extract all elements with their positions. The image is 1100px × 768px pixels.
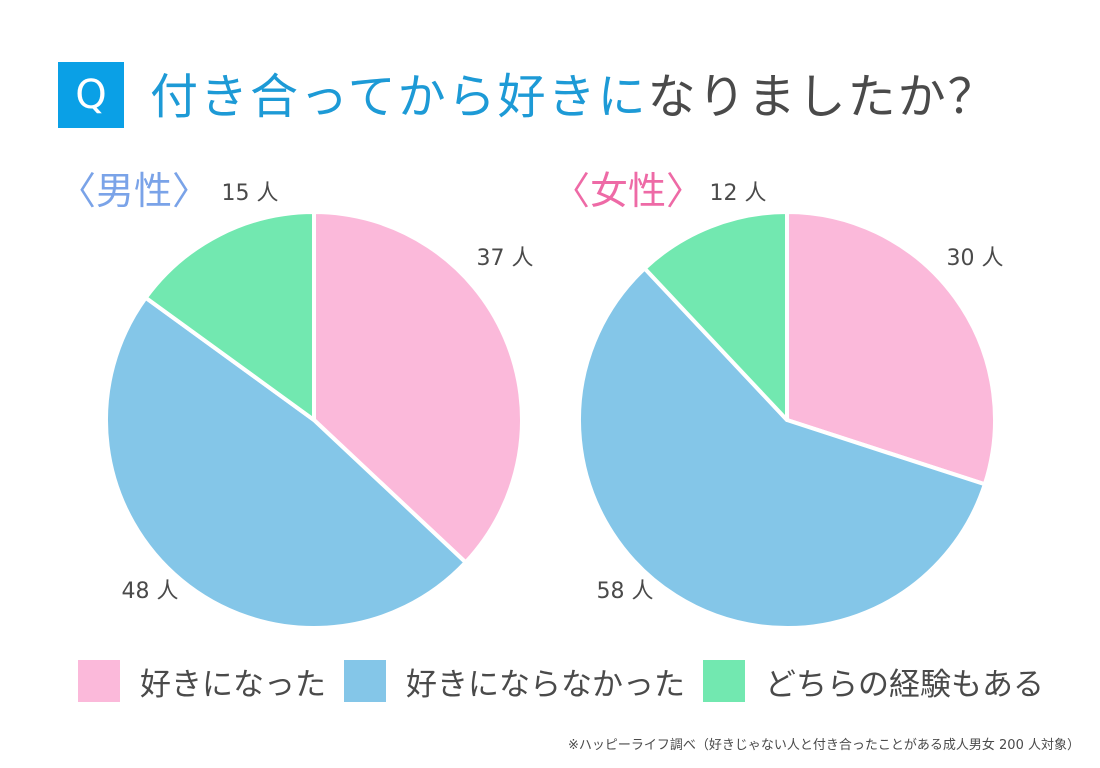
female-pie: 30 人 58 人 12 人	[579, 181, 1003, 628]
legend-item-both: どちらの経験もある	[703, 659, 1044, 704]
legend-item-liked: 好きになった	[78, 659, 326, 704]
legend-label: どちらの経験もある	[765, 659, 1044, 704]
data-label: 30 人	[947, 246, 1004, 271]
legend-swatch-green	[703, 660, 745, 702]
pie-charts: 37 人 48 人 15 人 30 人 58 人 12 人	[0, 0, 1100, 640]
legend-swatch-blue	[344, 660, 386, 702]
legend-label: 好きにならなかった	[406, 659, 685, 704]
data-label: 12 人	[710, 181, 767, 206]
footnote: ※ハッピーライフ調べ（好きじゃない人と付き合ったことがある成人男女 200 人対…	[568, 734, 1080, 753]
male-pie: 37 人 48 人 15 人	[106, 181, 534, 628]
data-label: 37 人	[477, 246, 534, 271]
data-label: 15 人	[222, 181, 279, 206]
legend: 好きになった 好きにならなかった どちらの経験もある	[78, 656, 1062, 706]
legend-label: 好きになった	[140, 659, 326, 704]
data-label: 58 人	[597, 579, 654, 604]
data-label: 48 人	[122, 579, 179, 604]
legend-swatch-pink	[78, 660, 120, 702]
legend-item-not-liked: 好きにならなかった	[344, 659, 685, 704]
